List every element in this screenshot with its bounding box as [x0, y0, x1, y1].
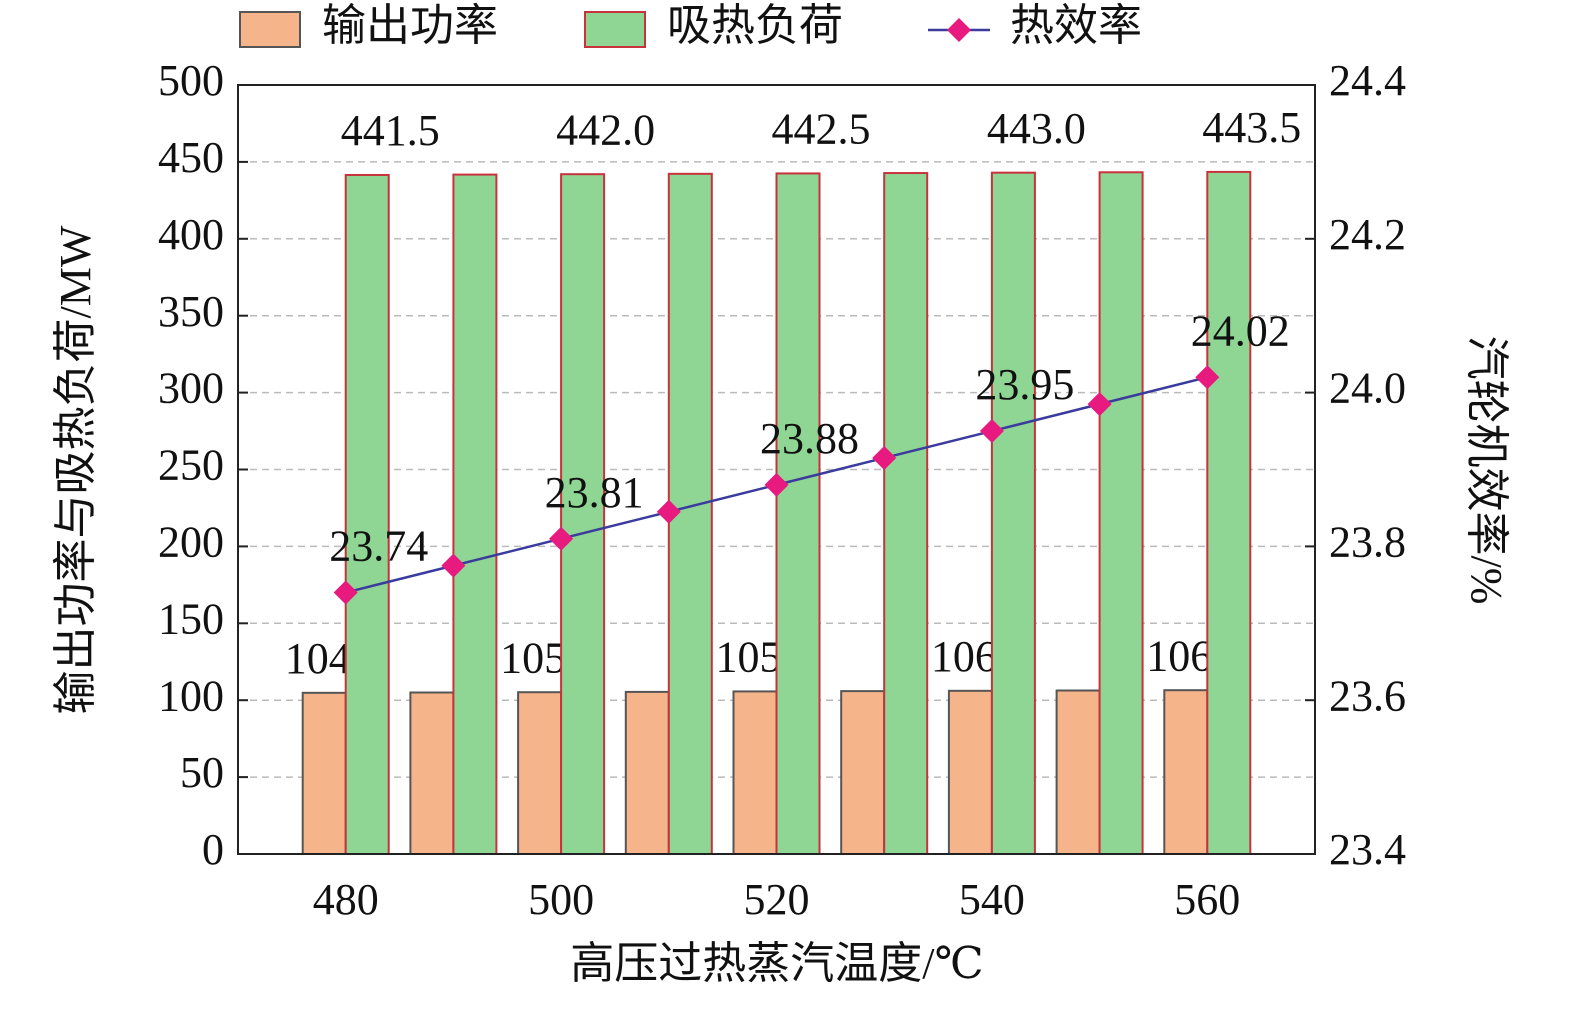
- y-tick-label: 200: [158, 517, 224, 566]
- bar: [1098, 171, 1144, 855]
- y-tick-label: 450: [158, 133, 224, 182]
- marker: [441, 553, 466, 578]
- marker: [979, 419, 1004, 444]
- bar: [624, 690, 670, 855]
- y-tick-label: 250: [158, 441, 224, 490]
- x-tick-label: 500: [528, 875, 594, 924]
- legend-label: 热效率: [1010, 1, 1142, 50]
- legend-label: 输出功率: [322, 1, 498, 50]
- bar: [409, 691, 455, 856]
- marker: [549, 526, 574, 551]
- data-label: 23.88: [760, 414, 859, 463]
- marker: [764, 472, 789, 497]
- y-axis-title: 输出功率与吸热负荷/MW: [51, 225, 100, 714]
- legend-swatch: [239, 11, 301, 48]
- bar: [560, 173, 606, 856]
- data-label: 442.0: [556, 105, 655, 154]
- legend-swatch: [584, 11, 646, 48]
- data-label: 443.5: [1202, 103, 1301, 152]
- marker: [333, 580, 358, 605]
- legend-marker: [947, 18, 971, 42]
- y2-tick-label: 24.4: [1329, 56, 1406, 105]
- bar: [452, 173, 498, 855]
- marker: [656, 499, 681, 524]
- bar: [732, 690, 778, 856]
- x-tick-label: 480: [313, 875, 379, 924]
- marker: [1195, 365, 1220, 390]
- bar: [883, 172, 929, 856]
- bar: [840, 690, 886, 855]
- bar: [775, 172, 821, 855]
- y-tick-label: 100: [158, 671, 224, 720]
- y2-tick-label: 23.6: [1329, 671, 1406, 720]
- x-axis-title: 高压过热蒸汽温度/℃: [570, 939, 983, 988]
- data-label: 442.5: [772, 105, 871, 154]
- marker: [1087, 392, 1112, 417]
- data-label: 23.81: [545, 468, 644, 517]
- bar: [990, 171, 1036, 855]
- bar: [1055, 689, 1101, 856]
- x-tick-label: 560: [1174, 875, 1240, 924]
- data-label: 23.95: [975, 360, 1074, 409]
- bar: [1163, 689, 1209, 855]
- plot-frame: [237, 84, 1316, 855]
- data-label: 441.5: [341, 106, 440, 155]
- data-label: 23.74: [329, 522, 428, 571]
- y-tick-label: 300: [158, 364, 224, 413]
- bar: [947, 689, 993, 855]
- y2-tick-label: 24.2: [1329, 210, 1406, 259]
- y-tick-label: 0: [202, 825, 224, 874]
- y2-tick-label: 23.8: [1329, 517, 1406, 566]
- y-tick-label: 150: [158, 594, 224, 643]
- y2-tick-label: 24.0: [1329, 364, 1406, 413]
- y2-axis-title: 汽轮机效率/%: [1462, 336, 1511, 605]
- marker: [872, 445, 897, 470]
- x-tick-label: 520: [744, 875, 810, 924]
- data-label: 443.0: [987, 104, 1086, 153]
- bar: [1206, 170, 1252, 856]
- bar: [517, 691, 563, 855]
- data-label: 24.02: [1191, 306, 1290, 355]
- bar: [344, 173, 390, 855]
- legend-label: 吸热负荷: [667, 1, 843, 50]
- bar: [301, 691, 347, 856]
- y-tick-label: 50: [180, 748, 224, 797]
- y2-tick-label: 23.4: [1329, 825, 1406, 874]
- y-tick-label: 400: [158, 210, 224, 259]
- x-tick-label: 540: [959, 875, 1025, 924]
- y-tick-label: 500: [158, 56, 224, 105]
- y-tick-label: 350: [158, 287, 224, 336]
